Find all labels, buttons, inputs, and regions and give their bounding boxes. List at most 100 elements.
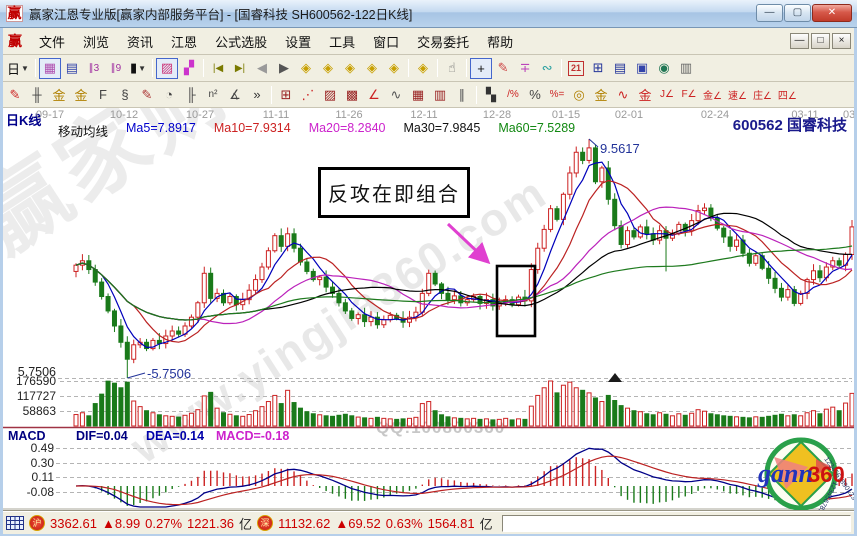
child-minimize-button[interactable]: —: [790, 33, 809, 49]
index-value-0-3: 1221.36: [187, 515, 235, 531]
date-tick-12-28: 12-28: [482, 109, 512, 121]
save-icon[interactable]: ▣: [635, 60, 649, 75]
percent-line-icon[interactable]: %=: [549, 89, 565, 100]
last-bar-icon[interactable]: ▶|: [234, 62, 246, 74]
period-label: 日K线: [6, 113, 42, 128]
notes-icon[interactable]: ▤: [613, 60, 627, 75]
hand-icon[interactable]: ☝: [448, 60, 456, 75]
gann-box-icon[interactable]: ⊞: [280, 86, 292, 102]
parallel-icon[interactable]: ∥: [458, 86, 466, 102]
gann360-logo: 1234567890123456 1234567890123456 gann 3…: [746, 437, 857, 536]
candle-style-icon[interactable]: ▮ ▼: [129, 60, 147, 75]
gold-grid2-icon[interactable]: 金: [74, 88, 88, 103]
gold-angle-line-icon[interactable]: 金: [638, 88, 652, 103]
diamond-star-icon[interactable]: ◈: [389, 60, 400, 75]
gold-grid-icon[interactable]: 金: [52, 88, 66, 103]
prev-bar-icon[interactable]: ◀: [257, 60, 268, 75]
gold-underline-icon[interactable]: 金: [594, 88, 608, 103]
crosshair-icon[interactable]: +: [470, 57, 493, 79]
minimize-button[interactable]: —: [756, 4, 783, 22]
fan-box-icon[interactable]: ▨: [323, 86, 337, 102]
diamond-left-icon[interactable]: ◈: [301, 60, 312, 75]
first-bar-icon[interactable]: |◀: [212, 62, 224, 74]
menu-item-1[interactable]: 浏览: [83, 34, 110, 50]
toolbar-separator: [203, 59, 205, 77]
menu-item-8[interactable]: 交易委托: [417, 34, 470, 50]
net-save-icon[interactable]: ◉: [658, 60, 670, 75]
wave-brain-icon[interactable]: ∾: [541, 60, 553, 75]
status-bar: 沪 3362.61 ▲8.99 0.27% 1221.36 亿深 11132.62 ▲69.5…: [0, 512, 857, 534]
ma-label-0: Ma5=7.8917: [126, 121, 196, 135]
diamond-shrink-icon[interactable]: ◈: [367, 60, 378, 75]
formula-board-icon[interactable]: ▨: [156, 57, 179, 79]
index-badge-0[interactable]: 沪: [29, 515, 45, 531]
diamond-expand-icon[interactable]: ◈: [418, 60, 429, 75]
menu-item-9[interactable]: 帮助: [487, 34, 514, 50]
diamond-right-icon[interactable]: ◈: [323, 60, 334, 75]
low-price-annotation: -5.7506: [147, 366, 192, 381]
index-unit-0: 亿: [239, 516, 253, 532]
fan-icon[interactable]: ⋰: [301, 86, 315, 102]
restore-button[interactable]: ▢: [784, 4, 811, 22]
index-badge-1[interactable]: 深: [257, 515, 274, 531]
brush-icon[interactable]: ✎: [9, 86, 21, 102]
toolbar-main: 日 ▼ ▦ ▤ ∥3 ∥9 ▮ ▼ ▨ ▞ |◀ ▶| ◀ ▶ ◈ ◈ ◈ ◈ ◈ ◈ ☝ + ✎ ∓ ∾ 21 ⊞ ▤ ▣ ◉ ▥: [0, 55, 857, 82]
four-angle-icon[interactable]: 四∠: [777, 91, 797, 102]
calc-square-icon[interactable]: ▥: [433, 86, 447, 102]
status-input[interactable]: [501, 514, 851, 532]
grid-lines-icon[interactable]: ╫: [32, 87, 42, 102]
toolbar-separator: [34, 59, 36, 77]
quote-grid-icon[interactable]: [6, 516, 24, 530]
date-tick-10-12: 10-12: [109, 109, 139, 121]
menu-item-0[interactable]: 文件: [39, 34, 66, 50]
menu-item-3[interactable]: 江恩: [171, 34, 198, 50]
info-list-icon[interactable]: ▤: [65, 60, 79, 75]
more-tools-icon[interactable]: »: [253, 87, 261, 102]
diamond-swap-icon[interactable]: ◈: [345, 60, 356, 75]
pointer-line-icon[interactable]: ✎: [497, 60, 509, 75]
n2-icon[interactable]: n²: [208, 89, 218, 100]
menu-item-7[interactable]: 窗口: [373, 34, 400, 50]
workstation-icon[interactable]: ▥: [679, 60, 693, 75]
bars-3-icon[interactable]: ∥3: [88, 62, 100, 74]
hist-ruler-icon[interactable]: ▚: [486, 86, 496, 102]
fan-square-icon[interactable]: ▩: [345, 86, 359, 102]
count-lines-icon[interactable]: ╟: [186, 87, 196, 102]
zigzag-icon[interactable]: ∿: [390, 86, 402, 102]
percent-icon[interactable]: %: [529, 87, 541, 102]
close-button[interactable]: ✕: [812, 4, 852, 22]
ink-brush-icon[interactable]: ✎: [141, 86, 153, 102]
bars-9-icon[interactable]: ∥9: [110, 62, 122, 74]
menu-item-4[interactable]: 公式选股: [215, 34, 268, 50]
master-angle-icon[interactable]: 庄∠: [752, 91, 772, 102]
marker-icon[interactable]: ∓: [519, 60, 531, 75]
gold-circle-icon[interactable]: ◎: [573, 86, 585, 102]
gold-angle-icon[interactable]: 金∠: [703, 91, 722, 102]
next-bar-icon[interactable]: ▶: [279, 60, 290, 75]
percent-zone-icon[interactable]: /%: [507, 89, 519, 100]
f-angle-icon[interactable]: F∠: [681, 89, 697, 100]
j-angle-icon[interactable]: J∠: [660, 89, 674, 100]
menu-item-6[interactable]: 工具: [329, 34, 356, 50]
fib-lines-icon[interactable]: F: [99, 87, 107, 102]
menu-item-2[interactable]: 资讯: [127, 34, 154, 50]
spiral-icon[interactable]: §: [121, 87, 129, 102]
child-restore-button[interactable]: □: [811, 33, 830, 49]
menu-item-5[interactable]: 设置: [285, 34, 312, 50]
price-square-icon[interactable]: ▦: [411, 86, 425, 102]
pattern-board-icon[interactable]: ▦: [38, 57, 61, 79]
ma-title: 移动均线: [58, 125, 109, 139]
volume-profile-icon[interactable]: ▞: [184, 60, 195, 75]
child-close-button[interactable]: ×: [832, 33, 851, 49]
svg-text:360: 360: [808, 462, 845, 487]
wave-marker-icon[interactable]: ∿: [617, 86, 629, 102]
calculator-icon[interactable]: ⊞: [592, 60, 604, 75]
clock-cycle-icon[interactable]: ◔: [165, 87, 173, 102]
window-title: 赢家江恩专业版[赢家内部服务平台] - [国睿科技 SH600562-122日K…: [29, 8, 413, 22]
calendar-icon[interactable]: 21: [565, 58, 587, 79]
trend-line-icon[interactable]: ∠: [368, 86, 380, 102]
kline-style-icon[interactable]: 日 ▼: [7, 61, 29, 77]
angle-ruler-icon[interactable]: ∡: [229, 86, 241, 102]
speed-angle-icon[interactable]: 速∠: [727, 91, 747, 102]
toolbar-separator: [476, 85, 477, 104]
